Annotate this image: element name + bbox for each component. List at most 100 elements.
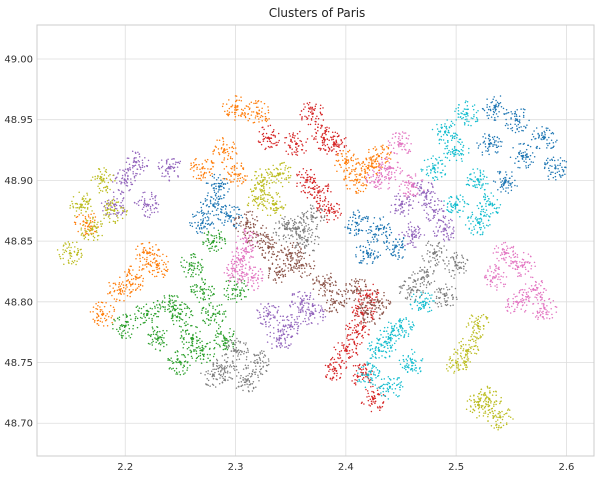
density-dot	[340, 166, 342, 169]
density-dot	[492, 412, 495, 415]
density-dot	[323, 143, 325, 145]
density-dot	[299, 275, 302, 277]
density-dot	[280, 334, 282, 337]
density-dot	[158, 161, 160, 164]
density-dot	[433, 232, 436, 234]
density-dot	[214, 194, 217, 196]
density-dot	[308, 265, 311, 267]
density-dot	[531, 133, 534, 135]
density-dot	[475, 342, 477, 344]
density-dot	[207, 232, 210, 234]
density-dot	[322, 148, 325, 150]
density-dot	[376, 389, 379, 391]
density-dot	[139, 276, 141, 278]
density-dot	[269, 173, 271, 175]
density-dot	[230, 175, 232, 178]
density-dot	[139, 257, 141, 260]
density-dot	[487, 149, 490, 151]
density-dot	[292, 132, 295, 134]
density-dot	[108, 211, 111, 214]
density-dot	[266, 200, 269, 203]
density-dot	[371, 308, 373, 310]
density-dot	[337, 160, 339, 162]
density-dot	[251, 214, 253, 216]
density-dot	[207, 192, 209, 194]
density-dot	[313, 109, 316, 111]
density-dot	[143, 198, 146, 200]
density-dot	[290, 138, 292, 141]
density-dot	[70, 252, 72, 255]
density-dot	[262, 135, 265, 138]
density-dot	[146, 250, 148, 253]
density-dot	[475, 317, 477, 319]
density-dot	[163, 175, 165, 178]
density-dot	[226, 148, 228, 151]
density-dot	[312, 313, 315, 316]
density-dot	[200, 222, 202, 225]
density-dot	[268, 202, 270, 204]
density-dot	[354, 214, 357, 216]
density-dot	[309, 292, 312, 294]
density-dot	[196, 166, 198, 169]
density-dot	[344, 347, 347, 349]
density-dot	[296, 150, 299, 153]
density-dot	[140, 199, 143, 201]
density-dot	[487, 420, 489, 422]
density-dot	[322, 200, 324, 202]
density-dot	[232, 141, 235, 144]
density-dot	[259, 243, 261, 245]
density-dot	[374, 235, 376, 237]
density-dot	[120, 293, 122, 295]
density-dot	[120, 214, 122, 216]
density-dot	[511, 181, 514, 184]
density-dot	[103, 167, 105, 169]
density-dot	[136, 245, 139, 248]
density-dot	[362, 161, 365, 164]
density-dot	[301, 295, 304, 297]
density-dot	[502, 424, 505, 427]
density-dot	[100, 202, 103, 204]
density-dot	[137, 151, 139, 154]
density-dot	[326, 126, 328, 129]
density-dot	[134, 202, 136, 204]
density-dot	[70, 262, 73, 265]
density-dot	[442, 221, 445, 223]
density-dot	[389, 228, 392, 231]
density-dot	[498, 426, 500, 429]
density-dot	[293, 151, 296, 153]
density-dot	[416, 184, 418, 187]
density-dot	[312, 267, 315, 270]
density-dot	[230, 215, 233, 217]
density-dot	[207, 222, 210, 225]
density-dot	[59, 257, 62, 260]
density-dot	[86, 208, 89, 210]
density-dot	[138, 199, 141, 202]
density-dot	[541, 133, 543, 135]
density-dot	[448, 227, 450, 229]
density-dot	[64, 242, 66, 244]
density-dot	[266, 315, 269, 318]
density-dot	[480, 336, 483, 338]
density-dot	[139, 254, 141, 257]
density-dot	[472, 408, 475, 411]
density-dot	[212, 292, 215, 295]
density-dot	[117, 286, 120, 288]
density-dot	[453, 372, 455, 374]
density-dot	[218, 139, 221, 141]
density-dot	[143, 258, 146, 260]
density-dot	[287, 144, 290, 146]
density-dot	[503, 113, 506, 116]
density-dot	[183, 259, 185, 262]
density-dot	[495, 423, 498, 426]
density-dot	[375, 225, 377, 228]
density-dot	[355, 255, 357, 258]
density-dot	[249, 188, 252, 191]
density-dot	[252, 111, 255, 113]
density-dot	[326, 143, 329, 146]
density-dot	[348, 173, 351, 176]
density-dot	[493, 427, 495, 429]
density-dot	[281, 206, 283, 209]
density-dot	[462, 337, 464, 340]
density-dot	[267, 109, 270, 111]
density-dot	[482, 400, 485, 403]
